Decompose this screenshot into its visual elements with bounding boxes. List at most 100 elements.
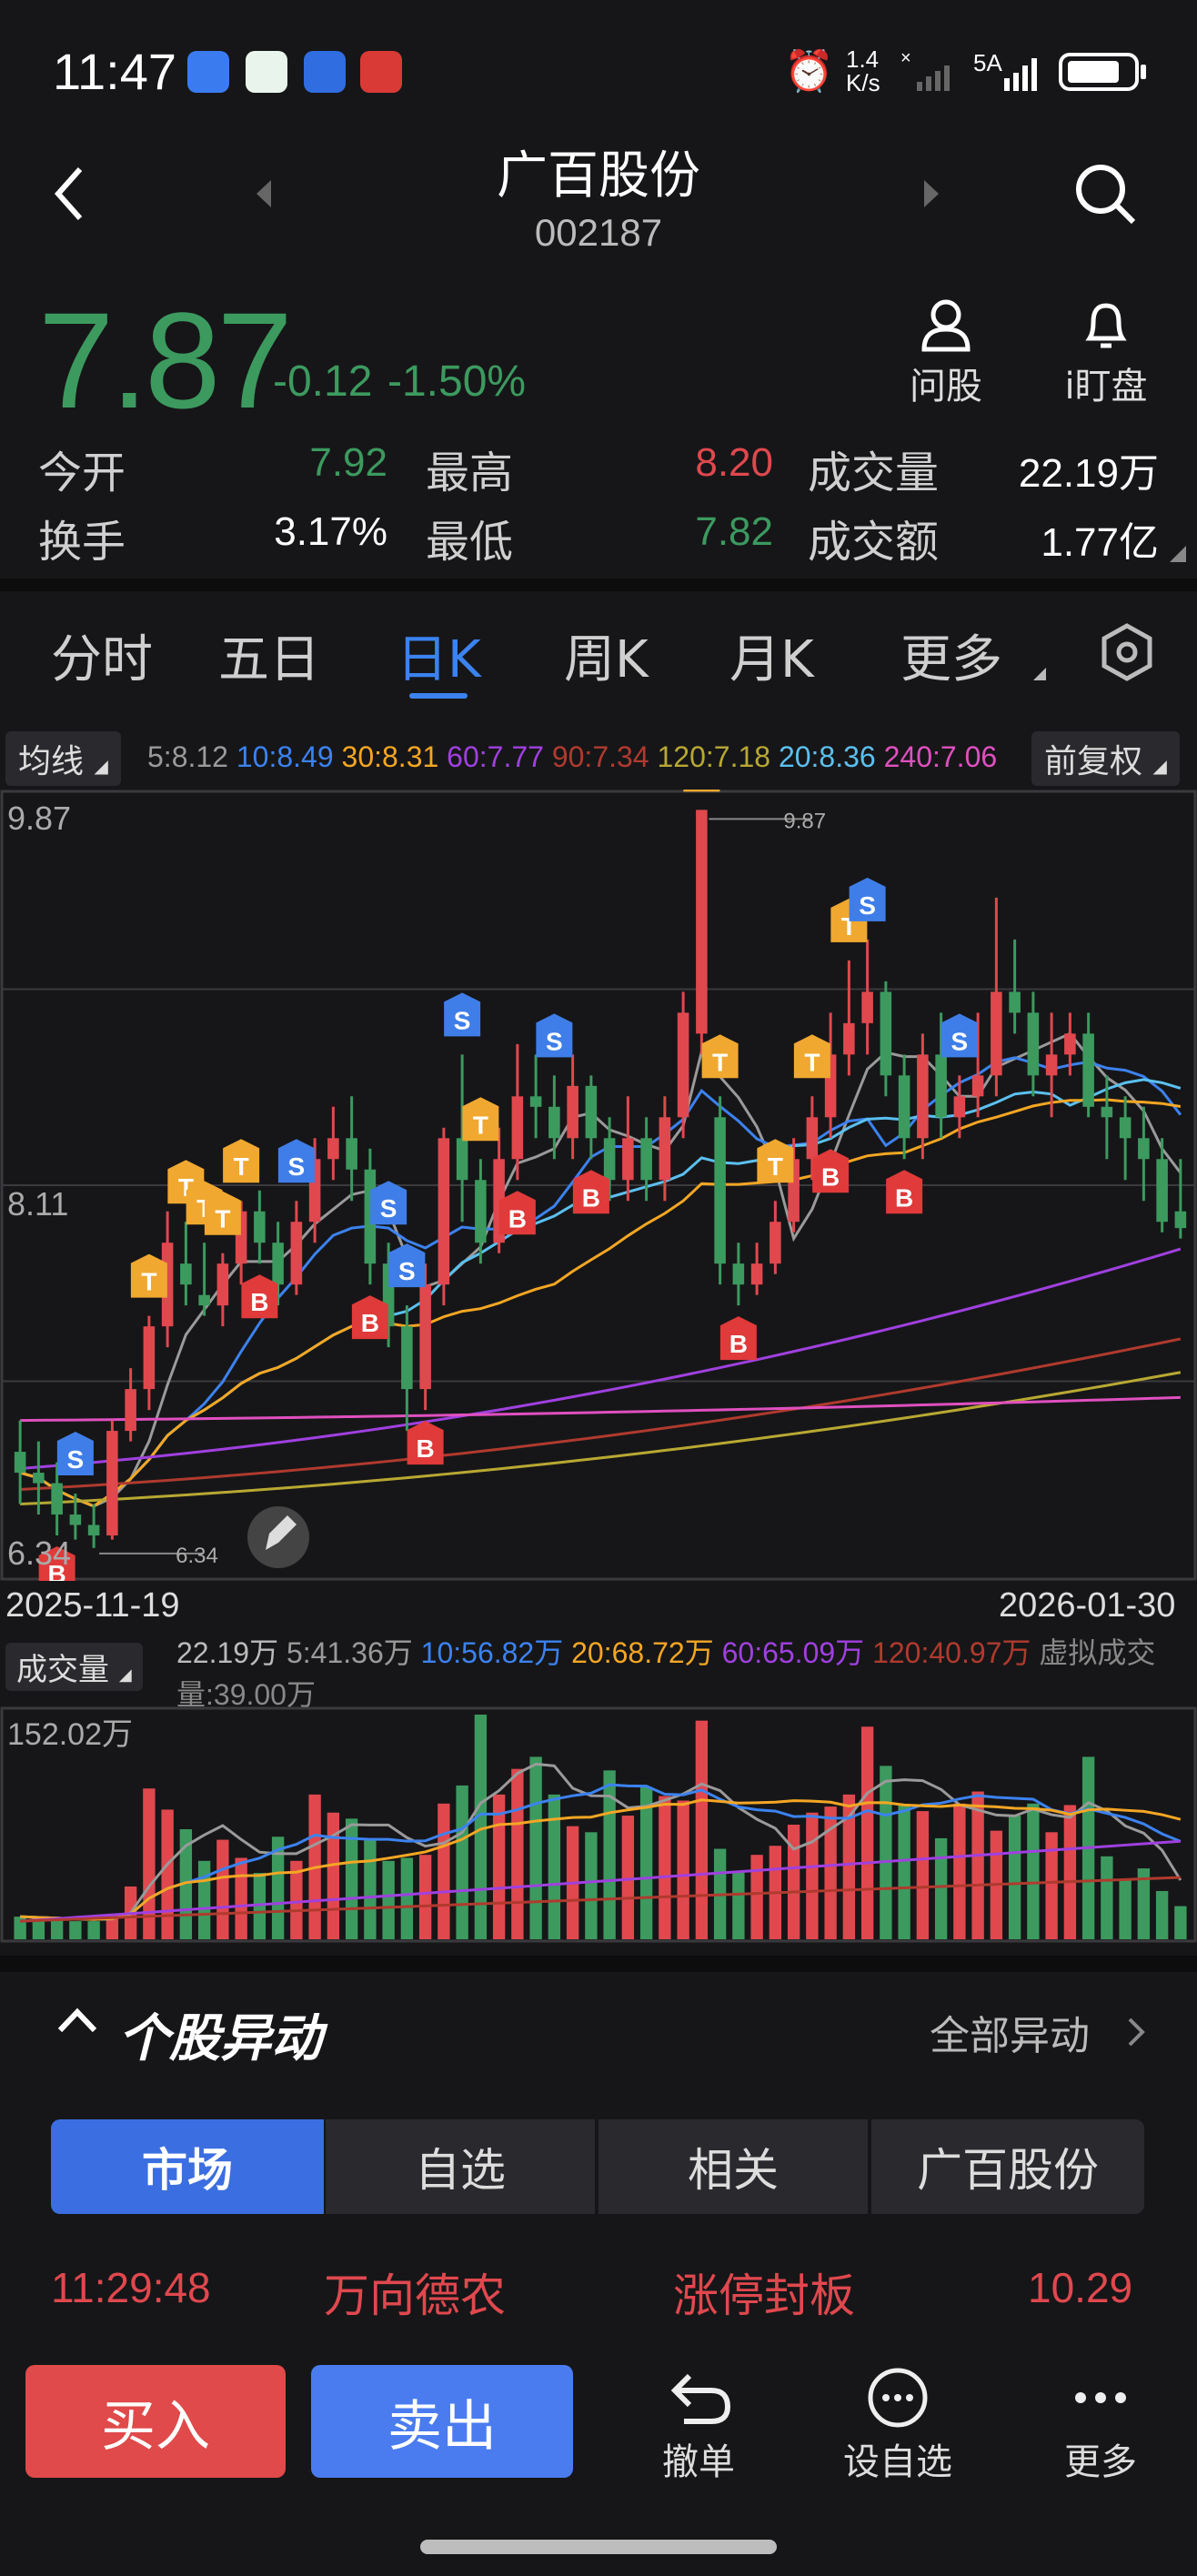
- signal-marker: [388, 1243, 426, 1288]
- volume-bar: [1174, 1906, 1187, 1939]
- tab-five-day[interactable]: 五日: [218, 630, 320, 689]
- signal-marker: [498, 1191, 536, 1235]
- tab-more[interactable]: 更多: [900, 630, 1002, 689]
- stock-app-icon: [360, 51, 402, 93]
- segment-stock[interactable]: 广百股份: [871, 2119, 1144, 2214]
- signal-marker: [241, 1274, 278, 1319]
- chart-settings-button[interactable]: [1097, 622, 1157, 686]
- signal-label: T: [473, 1111, 488, 1139]
- sell-button[interactable]: 卖出: [311, 2365, 573, 2478]
- candle-body: [180, 1263, 192, 1285]
- candle-body: [1101, 1106, 1113, 1118]
- volume-selector[interactable]: 成交量 ◢: [5, 1643, 143, 1691]
- candle-body: [1082, 1033, 1094, 1107]
- watch-button[interactable]: i盯盘: [1051, 297, 1161, 409]
- candle-body: [640, 1138, 652, 1181]
- candle-body: [272, 1243, 284, 1285]
- segment-related[interactable]: 相关: [598, 2119, 868, 2214]
- more-actions-button[interactable]: 更多: [1055, 2365, 1146, 2485]
- volume-bar: [1027, 1803, 1040, 1939]
- more-dots-icon: [1075, 2392, 1126, 2403]
- candle-body: [622, 1138, 634, 1181]
- low-marker-label: 6.34: [176, 1544, 218, 1568]
- event-row[interactable]: 11:29:48 万向德农 涨停封板 10.29: [0, 2256, 1197, 2338]
- candle-body: [106, 1431, 118, 1536]
- all-events-link[interactable]: 全部异动: [930, 2013, 1090, 2059]
- volume-frame: [0, 1706, 1197, 1943]
- signal-label: T: [234, 1152, 249, 1181]
- volume-bar: [953, 1803, 966, 1939]
- caret-icon: ◢: [1152, 755, 1167, 777]
- volume-bar: [1155, 1890, 1169, 1939]
- cancel-order-button[interactable]: 撤单: [651, 2365, 746, 2485]
- ma-90: 90:7.34: [551, 740, 649, 773]
- ma-5: 5:8.12: [147, 740, 228, 773]
- wifi-signal-icon: ×: [900, 51, 950, 91]
- tab-daily-k[interactable]: 日K: [397, 630, 481, 689]
- candle-body: [1045, 1054, 1058, 1076]
- buy-button[interactable]: 买入: [25, 2365, 286, 2478]
- expand-corner-icon[interactable]: [1170, 546, 1186, 562]
- candle-body: [198, 1294, 210, 1306]
- event-value: 10.29: [1028, 2264, 1133, 2311]
- candle-body: [585, 1085, 598, 1139]
- volume-bar: [400, 1857, 414, 1939]
- back-button[interactable]: [51, 162, 87, 229]
- tab-weekly-k[interactable]: 周K: [564, 630, 649, 689]
- candlestick-chart[interactable]: BSTTTTTBSBSSBSTBSBTTBTTBTSBS9.878.116.34…: [0, 790, 1197, 1581]
- candle-body: [143, 1326, 156, 1390]
- prev-stock-button[interactable]: [253, 178, 275, 213]
- pencil-icon: [266, 1515, 297, 1550]
- collapse-events-button[interactable]: [55, 1997, 100, 2047]
- tab-intraday[interactable]: 分时: [51, 630, 153, 689]
- event-type: 涨停封板: [673, 2269, 855, 2322]
- signal-label: S: [951, 1027, 969, 1055]
- bell-icon: [1085, 303, 1127, 348]
- event-time: 11:29:48: [51, 2264, 211, 2311]
- volume-chart[interactable]: 152.02万: [0, 1706, 1197, 1943]
- volume-bar: [1045, 1832, 1058, 1939]
- add-watchlist-button[interactable]: 设自选: [840, 2365, 955, 2485]
- candle-body: [659, 1117, 671, 1181]
- next-stock-button[interactable]: [920, 178, 942, 213]
- volume-bar: [695, 1720, 709, 1939]
- signal-marker: [572, 1170, 609, 1214]
- candle-body: [880, 991, 892, 1076]
- ma-selector[interactable]: 均线 ◢: [5, 731, 121, 786]
- segment-watchlist[interactable]: 自选: [326, 2119, 595, 2214]
- volume-bar: [235, 1857, 247, 1939]
- adjust-selector[interactable]: 前复权 ◢: [1031, 731, 1180, 786]
- add-watchlist-label: 设自选: [843, 2441, 952, 2483]
- net-speed-value: 1.4: [846, 45, 880, 73]
- signal-label: S: [859, 891, 876, 920]
- caret-icon: ◢: [94, 755, 108, 777]
- ma90-line: [20, 1337, 1182, 1491]
- events-title: 个股异动: [118, 2009, 322, 2068]
- signal-marker: [812, 1149, 850, 1193]
- signal-label: B: [361, 1309, 379, 1337]
- adjust-label: 前复权: [1044, 743, 1143, 780]
- signal-label: T: [712, 1048, 728, 1076]
- volume-bar: [69, 1921, 82, 1939]
- svg-text:×: ×: [900, 51, 911, 68]
- signal-label: T: [804, 1048, 820, 1076]
- volume-bar: [548, 1794, 561, 1939]
- vol-virtual: 虚拟成交量:39.00万: [176, 1636, 1156, 1711]
- candle-body: [33, 1473, 45, 1484]
- candle-body: [1174, 1211, 1187, 1229]
- tab-monthly-k[interactable]: 月K: [729, 630, 814, 689]
- chevron-up-icon: [57, 2007, 97, 2033]
- signal-marker: [719, 1316, 757, 1361]
- volume-bar: [253, 1873, 267, 1939]
- segment-market[interactable]: 市场: [51, 2119, 324, 2214]
- volume-bar: [1063, 1805, 1077, 1939]
- candle-body: [677, 1012, 689, 1118]
- signal-marker: [701, 1034, 739, 1079]
- home-indicator: [420, 2540, 777, 2554]
- search-button[interactable]: [1071, 160, 1139, 231]
- vol-current: 22.19万: [176, 1636, 279, 1669]
- x-axis-start: 2025-11-19: [5, 1586, 180, 1625]
- candle-body: [898, 1075, 910, 1139]
- ask-stock-button[interactable]: 问股: [908, 297, 984, 409]
- signal-marker: [462, 1097, 499, 1142]
